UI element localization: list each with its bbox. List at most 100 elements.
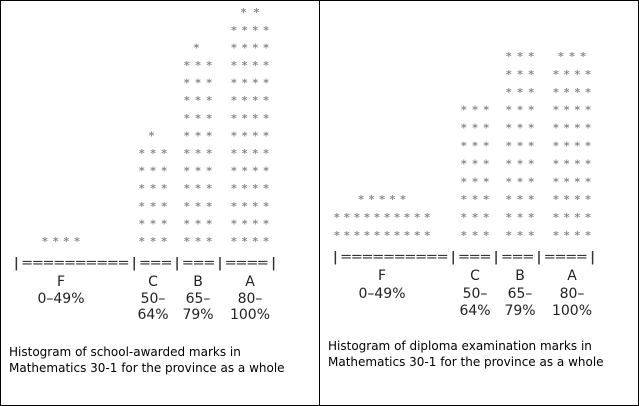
category-label: B (193, 274, 203, 290)
category-label: C (148, 274, 158, 290)
histogram-svg: |==========|===|===|====|***************… (330, 50, 598, 319)
category-label: A (567, 268, 577, 284)
bar-star-row: *** (183, 129, 212, 142)
panel-divider (319, 1, 320, 405)
bar-star-row: *** (505, 157, 534, 170)
category-label: A (245, 274, 255, 290)
bar-star-row: *** (183, 112, 212, 125)
bar-star-row: *** (138, 147, 167, 160)
bar-star-row: **** (231, 129, 270, 142)
bar-star-row: *** (138, 235, 167, 248)
bar-star-row: **** (553, 157, 592, 170)
bar-star-row: ***** (358, 193, 407, 206)
bar-star-row: ** (240, 6, 259, 19)
bar-star-row: *** (460, 193, 489, 206)
bar-star-row: **** (553, 211, 592, 224)
bar-star-row: *** (138, 182, 167, 195)
bar-star-row: *** (505, 229, 534, 242)
range-label: 64% (459, 303, 490, 319)
bar-star-row: **** (231, 94, 270, 107)
bar-star-row: *** (183, 235, 212, 248)
range-label: 79% (182, 307, 213, 323)
bar-star-row: **** (553, 229, 592, 242)
bar-star-row: *** (183, 165, 212, 178)
bar-star-row: ********** (334, 211, 431, 224)
range-label: 50– (463, 286, 488, 302)
bar-star-row: *** (460, 104, 489, 117)
bar-star-row: *** (460, 229, 489, 242)
bar-star-row: *** (505, 193, 534, 206)
category-label: C (470, 268, 480, 284)
bar-star-row: **** (553, 86, 592, 99)
bar-star-row: *** (138, 200, 167, 213)
bar-star-row: **** (231, 147, 270, 160)
diploma-exam-histogram-panel: |==========|===|===|====| ***** **********… (320, 1, 638, 405)
category-label: F (378, 268, 386, 284)
bar-star-row: *** (460, 157, 489, 170)
bar-star-row: **** (231, 112, 270, 125)
bar-star-row: *** (557, 50, 586, 63)
bar-star-row: **** (553, 68, 592, 81)
bar-star-row: *** (183, 182, 212, 195)
category-label: F (57, 274, 65, 290)
bar-star-row: * (148, 129, 155, 142)
bar-star-row: **** (231, 200, 270, 213)
chart-caption: Histogram of school-awarded marks in Mat… (9, 345, 285, 375)
bar-star-row: *** (183, 217, 212, 230)
bar-star-row: *** (505, 50, 534, 63)
range-label: 64% (137, 307, 168, 323)
bar-star-row: **** (231, 235, 270, 248)
range-label: 50– (141, 291, 166, 307)
chart-caption: Histogram of diploma examination marks i… (328, 339, 604, 369)
bar-star-row: *** (460, 140, 489, 153)
bar-star-row: *** (505, 211, 534, 224)
bar-star-row: **** (231, 217, 270, 230)
bar-star-row: *** (460, 175, 489, 188)
histogram-axis: |==========|===|===|====| (330, 250, 598, 265)
bar-star-row: **** (553, 193, 592, 206)
bar-star-row: **** (553, 122, 592, 135)
bar-star-row: *** (505, 140, 534, 153)
histogram-plot: |==========|===|===|====| ***** **********… (320, 1, 638, 331)
bar-star-row: **** (553, 140, 592, 153)
bar-star-row: *** (505, 86, 534, 99)
school-awarded-histogram-panel: |==========|===|===|====| **** F 0–49% * *** *… (1, 1, 319, 405)
range-label: 65– (508, 286, 533, 302)
bar-star-row: **** (553, 104, 592, 117)
bar-star-row: *** (138, 217, 167, 230)
range-label: 0–49% (358, 286, 405, 302)
range-label: 65– (186, 291, 211, 307)
bar-star-row: ********** (334, 229, 431, 242)
histogram-axis: |==========|===|===|====| (11, 256, 279, 271)
category-label: B (515, 268, 525, 284)
bar-star-row: **** (231, 41, 270, 54)
bar-star-row: *** (460, 211, 489, 224)
range-label: 100% (230, 307, 270, 323)
bar-star-row: **** (231, 24, 270, 37)
bar-star-row: *** (183, 59, 212, 72)
range-label: 80– (560, 286, 585, 302)
bar-star-row: **** (231, 165, 270, 178)
bar-star-row: *** (138, 165, 167, 178)
bar-star-row: *** (183, 147, 212, 160)
bar-star-row: *** (505, 122, 534, 135)
bar-star-row: *** (505, 175, 534, 188)
range-label: 79% (504, 303, 535, 319)
bar-star-row: *** (505, 68, 534, 81)
histogram-plot: |==========|===|===|====| **** F 0–49% * *** *… (1, 1, 319, 331)
bar-star-row: **** (553, 175, 592, 188)
bar-star-row: *** (183, 94, 212, 107)
histogram-svg: |==========|===|===|====|****F0–49%*****… (11, 6, 279, 323)
bar-star-row: *** (183, 77, 212, 90)
bar-star-row: * (193, 41, 200, 54)
bar-star-row: **** (231, 182, 270, 195)
bar-star-row: **** (42, 235, 81, 248)
range-label: 80– (238, 291, 263, 307)
bar-star-row: **** (231, 77, 270, 90)
bar-star-row: *** (460, 122, 489, 135)
bar-star-row: **** (231, 59, 270, 72)
bar-star-row: *** (183, 200, 212, 213)
range-label: 100% (552, 303, 592, 319)
bar-star-row: *** (505, 104, 534, 117)
